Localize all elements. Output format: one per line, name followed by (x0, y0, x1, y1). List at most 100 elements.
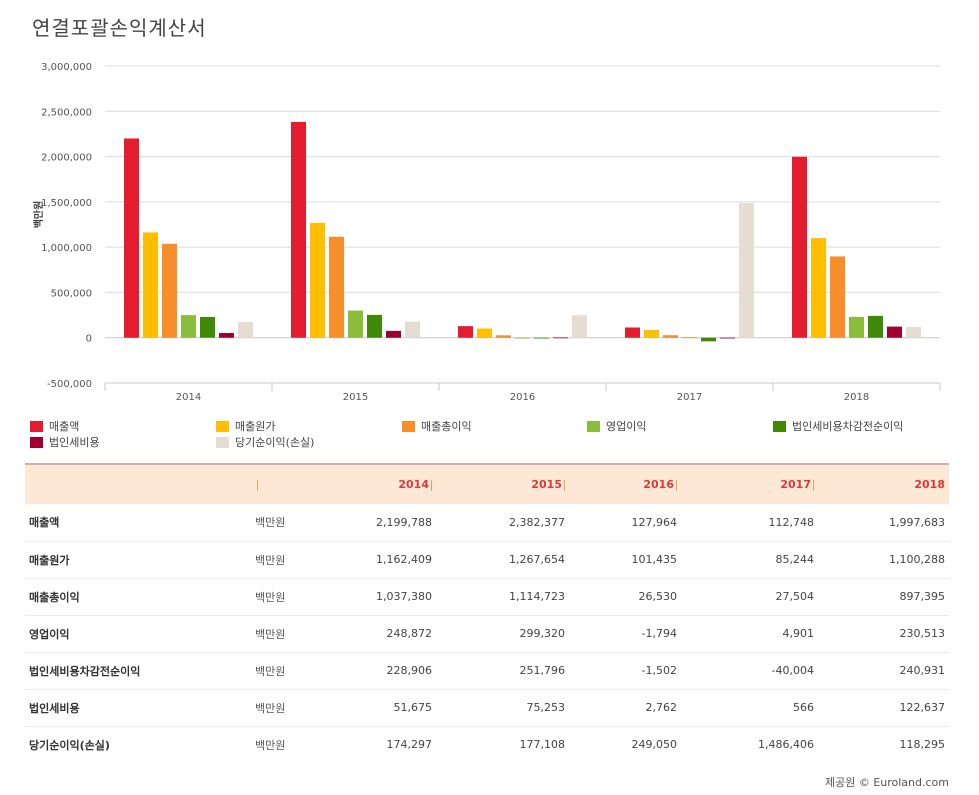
bar-3-4[interactable] (701, 337, 716, 342)
legend-swatch (587, 420, 600, 432)
row-unit: 백만원 (255, 516, 286, 530)
row-value: 897,395 (899, 590, 946, 603)
row-label: 법인세비용차감전순이익 (29, 664, 141, 678)
table-top-rule (25, 463, 949, 465)
bar-0-3[interactable] (181, 315, 196, 338)
row-label: 법인세비용 (29, 701, 80, 715)
y-tick-label: 500,000 (51, 288, 92, 299)
row-value: 2,199,788 (376, 515, 432, 529)
row-value: 1,162,409 (376, 553, 432, 566)
y-tick-label: 0 (86, 334, 92, 345)
row-label: 당기순이익(손실) (29, 738, 110, 752)
row-value: 112,748 (768, 515, 815, 529)
row-value: 26,530 (638, 590, 678, 603)
row-value: 240,931 (899, 664, 946, 677)
table-row: 매출총이익 백만원 1,037,380 1,114,723 26,530 27,504 89… (25, 578, 949, 615)
row-value: 1,267,654 (509, 553, 565, 566)
y-tick-label: 2,500,000 (41, 107, 92, 118)
table-header-year: 2018 (914, 478, 945, 491)
row-value: 1,486,406 (758, 738, 814, 752)
row-value: 118,295 (899, 738, 946, 752)
row-value: 1,037,380 (376, 590, 432, 603)
legend-item[interactable]: 법인세비용차감전순이익 (773, 418, 903, 434)
legend-label: 매출총이익 (421, 420, 472, 433)
table-row: 매출원가 백만원 1,162,409 1,267,654 101,435 85,244 1,… (25, 541, 949, 578)
bar-4-5[interactable] (887, 326, 902, 338)
bar-1-5[interactable] (386, 330, 401, 338)
row-label: 매출총이익 (29, 590, 80, 604)
bar-2-6[interactable] (572, 315, 587, 338)
bar-0-2[interactable] (162, 243, 177, 338)
bar-4-4[interactable] (868, 315, 883, 338)
bar-1-3[interactable] (348, 310, 363, 338)
row-unit: 백만원 (255, 701, 286, 715)
legend-label: 매출액 (49, 420, 80, 433)
bar-2-2[interactable] (496, 335, 511, 338)
bar-1-4[interactable] (367, 314, 382, 338)
legend-swatch (216, 420, 229, 432)
bar-0-5[interactable] (219, 333, 234, 338)
table-header-empty (25, 465, 251, 504)
bar-0-4[interactable] (200, 316, 215, 338)
table-header-unit (251, 465, 301, 504)
y-tick-label: 3,000,000 (41, 62, 92, 73)
legend-swatch (402, 420, 415, 432)
table-row: 매출액 백만원 2,199,788 2,382,377 127,964 112,748 1,… (25, 504, 949, 541)
legend-swatch (30, 436, 43, 448)
bar-0-0[interactable] (124, 138, 139, 338)
bar-0-1[interactable] (143, 232, 158, 338)
legend-item[interactable]: 법인세비용 (30, 434, 100, 450)
bar-3-3[interactable] (682, 337, 697, 339)
bar-1-1[interactable] (310, 222, 325, 338)
bar-1-2[interactable] (329, 236, 344, 338)
row-value: 27,504 (775, 590, 815, 603)
legend-item[interactable]: 당기순이익(손실) (216, 434, 314, 450)
bar-3-0[interactable] (625, 327, 640, 338)
x-tick-label: 2016 (510, 392, 535, 403)
bar-2-4[interactable] (534, 337, 549, 339)
bar-1-0[interactable] (291, 121, 306, 338)
row-value: 249,050 (631, 738, 678, 752)
bar-4-3[interactable] (849, 316, 864, 338)
bar-2-3[interactable] (515, 337, 530, 339)
row-label: 매출원가 (29, 553, 70, 567)
bar-3-1[interactable] (644, 329, 659, 338)
data-table-container: 2014 2015 2016 2017 2018 매출액 백만원 2,199,788 2,38… (25, 463, 949, 763)
bar-4-6[interactable] (906, 327, 921, 338)
row-value: 230,513 (899, 627, 946, 640)
row-value: 85,244 (775, 553, 815, 566)
row-value: 101,435 (631, 553, 678, 566)
x-tick-label: 2014 (176, 392, 201, 403)
bar-3-6[interactable] (739, 203, 754, 338)
row-value: 51,675 (393, 701, 433, 714)
table-header-row: 2014 2015 2016 2017 2018 (25, 465, 949, 504)
table-row: 법인세비용차감전순이익 백만원 228,906 251,796 -1,502 -40,00… (25, 652, 949, 689)
bar-4-1[interactable] (811, 238, 826, 338)
y-tick-label: 1,000,000 (41, 243, 92, 254)
bar-3-5[interactable] (720, 337, 735, 339)
bar-chart: -500,000 0 500,000 1,000,000 1,500,000 2,000,… (32, 62, 941, 403)
x-tick-label: 2018 (844, 392, 869, 403)
bar-2-1[interactable] (477, 328, 492, 338)
legend-item[interactable]: 매출원가 (216, 418, 275, 434)
row-unit: 백만원 (255, 553, 286, 567)
bar-1-6[interactable] (405, 321, 420, 338)
legend-item[interactable]: 매출총이익 (402, 418, 472, 434)
row-value: 566 (793, 701, 814, 714)
legend-item[interactable]: 영업이익 (587, 418, 646, 434)
bar-2-5[interactable] (553, 337, 568, 339)
row-value: 1,114,723 (509, 590, 565, 603)
row-value: 2,762 (645, 701, 678, 714)
bar-2-0[interactable] (458, 326, 473, 338)
legend-item[interactable]: 매출액 (30, 418, 79, 434)
bar-4-0[interactable] (792, 156, 807, 338)
row-unit: 백만원 (255, 590, 286, 604)
bar-4-2[interactable] (830, 256, 845, 338)
data-table: 2014 2015 2016 2017 2018 매출액 백만원 2,199,788 2,38… (25, 465, 949, 763)
x-tick-label: 2015 (343, 392, 368, 403)
legend-swatch (30, 420, 43, 432)
bar-0-6[interactable] (238, 321, 253, 338)
bar-3-2[interactable] (663, 335, 678, 338)
row-value: 4,901 (782, 627, 815, 640)
legend-label: 당기순이익(손실) (235, 436, 315, 449)
